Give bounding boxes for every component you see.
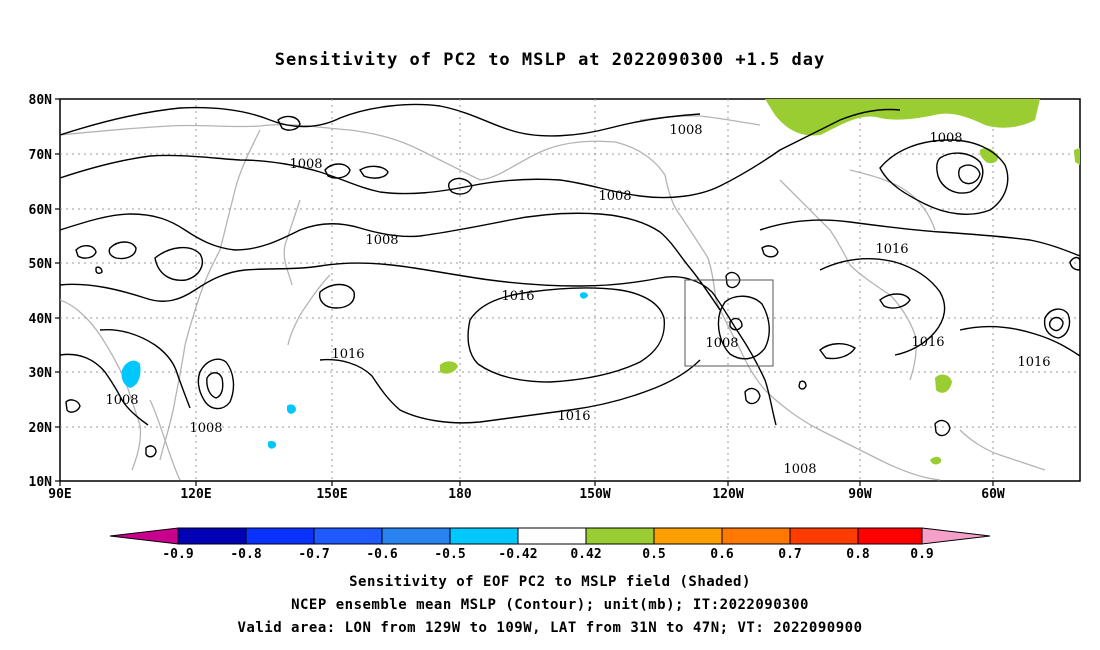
lat-label-40n: 40N xyxy=(29,312,53,327)
green-shading-arctic xyxy=(765,99,1040,136)
lon-label-180: 180 xyxy=(448,487,472,502)
colorbar-label: -0.7 xyxy=(298,547,329,562)
contour-labels: 1008 1008 1008 1008 1008 1008 1008 1016 … xyxy=(105,123,1050,477)
colorbar-label: 0.9 xyxy=(910,547,933,562)
lon-labels: 90E 120E 150E 180 150W 120W 90W 60W xyxy=(48,487,1005,502)
lat-label-20n: 20N xyxy=(29,421,53,436)
colorbar xyxy=(109,527,991,545)
blue-shading-pacific-1 xyxy=(287,404,296,414)
colorbar-label: 0.8 xyxy=(846,547,870,562)
chart-title: Sensitivity of PC2 to MSLP at 2022090300… xyxy=(274,50,826,70)
lon-label-120w: 120W xyxy=(712,487,743,502)
colorbar-label: -0.5 xyxy=(434,547,465,562)
blue-shading-china xyxy=(121,360,141,388)
blue-shading-pacific-2 xyxy=(268,441,277,449)
valid-area-box xyxy=(684,279,774,367)
mslp-contours xyxy=(60,103,1080,458)
colorbar-cell xyxy=(653,527,723,545)
contour-label: 1008 xyxy=(929,131,962,146)
lon-label-150w: 150W xyxy=(579,487,610,502)
colorbar-cell xyxy=(313,527,383,545)
contour-label: 1016 xyxy=(875,242,908,257)
contour-label: 1008 xyxy=(189,421,222,436)
blue-shading-pacific-3 xyxy=(580,292,588,299)
contour-label: 1016 xyxy=(1017,355,1050,370)
green-shading-pacific-1 xyxy=(440,361,458,374)
colorbar-cell xyxy=(517,527,587,545)
lat-label-80n: 80N xyxy=(29,93,53,108)
lat-label-10n: 10N xyxy=(29,475,53,490)
contour-label: 1008 xyxy=(783,462,816,477)
colorbar-cell xyxy=(789,527,859,545)
colorbar-label: 0.42 xyxy=(570,547,601,562)
green-shading-east xyxy=(1074,148,1080,165)
contour-label: 1016 xyxy=(501,289,534,304)
colorbar-cell xyxy=(721,527,791,545)
lat-label-60n: 60N xyxy=(29,203,53,218)
contour-label: 1008 xyxy=(598,189,631,204)
green-shading-atlantic xyxy=(935,374,952,393)
contour-label: 1016 xyxy=(557,409,590,424)
colorbar-cell xyxy=(857,527,923,545)
contour-label: 1008 xyxy=(105,393,138,408)
contour-label: 1008 xyxy=(289,157,322,172)
lon-label-60w: 60W xyxy=(981,487,1005,502)
axis-ticks xyxy=(55,98,994,486)
colorbar-cell xyxy=(921,527,991,545)
colorbar-cell xyxy=(381,527,451,545)
shaded-regions xyxy=(121,99,1080,465)
colorbar-labels: -0.9 -0.8 -0.7 -0.6 -0.5 -0.42 0.42 0.5 … xyxy=(162,547,933,562)
colorbar-cell xyxy=(449,527,519,545)
lon-label-90e: 90E xyxy=(48,487,71,502)
grid-lines xyxy=(60,99,1080,481)
contour-label: 1016 xyxy=(331,347,364,362)
lat-label-30n: 30N xyxy=(29,366,53,381)
colorbar-label: 0.6 xyxy=(710,547,734,562)
colorbar-label: -0.8 xyxy=(230,547,261,562)
colorbar-label: -0.42 xyxy=(498,547,537,562)
contour-label: 1008 xyxy=(705,336,738,351)
colorbar-cell xyxy=(109,527,179,545)
colorbar-label: -0.6 xyxy=(366,547,397,562)
colorbar-label: 0.5 xyxy=(642,547,665,562)
colorbar-label: 0.7 xyxy=(778,547,801,562)
lat-label-70n: 70N xyxy=(29,148,53,163)
lon-label-90w: 90W xyxy=(848,487,872,502)
contour-label: 1008 xyxy=(365,233,398,248)
plot-frame xyxy=(59,98,1081,482)
caption-line-1: Sensitivity of EOF PC2 to MSLP field (Sh… xyxy=(349,574,751,590)
colorbar-label: -0.9 xyxy=(162,547,193,562)
contour-label: 1016 xyxy=(911,335,944,350)
lat-label-50n: 50N xyxy=(29,257,53,272)
lat-labels: 80N 70N 60N 50N 40N 30N 20N 10N xyxy=(29,93,53,490)
caption-line-2: NCEP ensemble mean MSLP (Contour); unit(… xyxy=(291,597,809,613)
lon-label-150e: 150E xyxy=(316,487,347,502)
green-shading-greenland xyxy=(979,148,999,164)
caption-line-3: Valid area: LON from 129W to 109W, LAT f… xyxy=(237,620,863,636)
colorbar-cell xyxy=(245,527,315,545)
colorbar-cell xyxy=(585,527,655,545)
coastlines xyxy=(60,115,1046,481)
colorbar-cell xyxy=(177,527,247,545)
lon-label-120e: 120E xyxy=(180,487,211,502)
green-shading-caribbean xyxy=(930,456,942,465)
contour-label: 1008 xyxy=(669,123,702,138)
